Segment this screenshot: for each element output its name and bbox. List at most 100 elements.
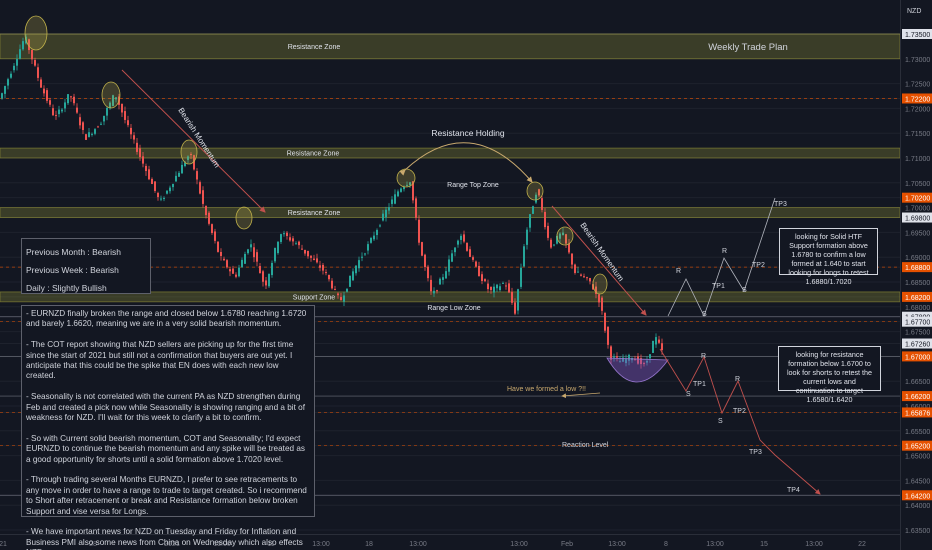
time-axis[interactable]: 21 28 2021 13:00 11 13:00 18 13:00 13:00 Feb 13:00… <box>0 534 900 550</box>
candle-body <box>484 279 486 282</box>
candle-body <box>310 255 312 258</box>
candle-body <box>346 288 348 292</box>
candle-body <box>634 359 636 361</box>
zone-label: Resistance Zone <box>288 44 341 51</box>
price-tag <box>902 316 932 327</box>
candle-body <box>595 286 597 294</box>
candle-body <box>13 65 15 71</box>
candle-body <box>271 262 273 276</box>
time-tick-label: 18 <box>365 541 373 548</box>
time-tick-label: 28 <box>89 541 97 548</box>
candle-body <box>454 247 456 253</box>
candle-body <box>535 194 537 203</box>
candle-body <box>19 49 21 59</box>
candle-body <box>562 232 564 236</box>
candle-body <box>235 274 237 277</box>
candle-body <box>97 126 99 128</box>
candle-body <box>229 269 231 272</box>
candle-body <box>88 132 90 137</box>
price-tag-label: 1.68200 <box>905 295 930 302</box>
resistance-marker: R <box>722 248 727 255</box>
time-tick-label: 13:00 <box>805 541 823 548</box>
candle-body <box>379 225 381 227</box>
candle-body <box>10 73 12 78</box>
candle-body <box>220 251 222 257</box>
candle-body <box>325 272 327 274</box>
candle-body <box>433 290 435 294</box>
candle-body <box>466 242 468 251</box>
price-tag <box>902 338 932 349</box>
candle-body <box>136 142 138 152</box>
candle-body <box>373 235 375 240</box>
price-tick-label: 1.72500 <box>905 82 930 89</box>
candle-body <box>658 339 660 343</box>
highlight-circle <box>235 206 253 230</box>
candle-body <box>289 237 291 241</box>
price-tick-label: 1.69000 <box>905 255 930 262</box>
candle-body <box>283 233 285 235</box>
daily-bias: Daily : Slightly Bullish <box>26 283 107 293</box>
range-low-label: Range Low Zone <box>427 305 480 312</box>
candle-body <box>322 264 324 271</box>
candle-body <box>226 260 228 268</box>
low-bowl-highlight <box>606 357 669 383</box>
candle-body <box>481 274 483 281</box>
price-tick-label: 1.63500 <box>905 528 930 535</box>
candle-body <box>382 213 384 221</box>
price-tag-label: 1.67000 <box>905 354 930 361</box>
candle-body <box>163 197 165 200</box>
candle-body <box>16 58 18 66</box>
low-pointer <box>561 392 601 399</box>
highlight-circle <box>556 226 574 246</box>
candle-body <box>250 244 252 248</box>
candle-body <box>157 192 159 198</box>
candle-body <box>409 182 411 186</box>
price-axis[interactable]: 1.73500 1.73000 1.72500 1.72200 1.72000 1.715… <box>900 0 932 550</box>
price-tick-label: 1.70000 <box>905 206 930 213</box>
candle-body <box>547 225 549 238</box>
candle-body <box>628 354 630 361</box>
candle-body <box>301 248 303 250</box>
price-tick-label: 1.69500 <box>905 230 930 237</box>
candle-body <box>493 286 495 293</box>
price-tag-label: 1.69800 <box>905 216 930 223</box>
candle-body <box>205 205 207 216</box>
candle-body <box>286 232 288 237</box>
candle-body <box>34 60 36 66</box>
candle-body <box>178 172 180 177</box>
candle-body <box>295 243 297 245</box>
target-label: TP2 <box>733 408 746 415</box>
price-tag <box>902 440 932 451</box>
candle-body <box>319 265 321 268</box>
price-tick-label: 1.72000 <box>905 106 930 113</box>
price-tick-label: 1.64000 <box>905 503 930 510</box>
candle-body <box>391 199 393 204</box>
zone-band <box>0 33 901 60</box>
short-plan-note: looking for resistance formation below 1… <box>778 346 881 404</box>
candle-body <box>112 95 114 106</box>
candle-body <box>445 271 447 279</box>
candle-body <box>208 212 210 224</box>
candle-body <box>253 247 255 258</box>
candle-body <box>259 266 261 274</box>
bias-info-box: Previous Month : Bearish Previous Week :… <box>21 238 151 294</box>
candle-body <box>193 155 195 170</box>
candle-body <box>166 190 168 194</box>
price-tag <box>902 262 932 273</box>
candle-body <box>349 275 351 287</box>
price-tag-label: 1.70200 <box>905 196 930 203</box>
candle-body <box>130 127 132 135</box>
candle-body <box>469 249 471 257</box>
resistance-marker: R <box>676 268 681 275</box>
candle-body <box>589 278 591 282</box>
candle-body <box>328 274 330 280</box>
candle-body <box>331 280 333 289</box>
low-note-label: Have we formed a low ?!! <box>507 386 586 393</box>
price-tag-label: 1.67700 <box>905 320 930 327</box>
candle-body <box>148 169 150 180</box>
candle-body <box>184 162 186 167</box>
price-tag <box>902 291 932 302</box>
candle-body <box>553 244 555 246</box>
highlight-circle <box>396 168 416 188</box>
